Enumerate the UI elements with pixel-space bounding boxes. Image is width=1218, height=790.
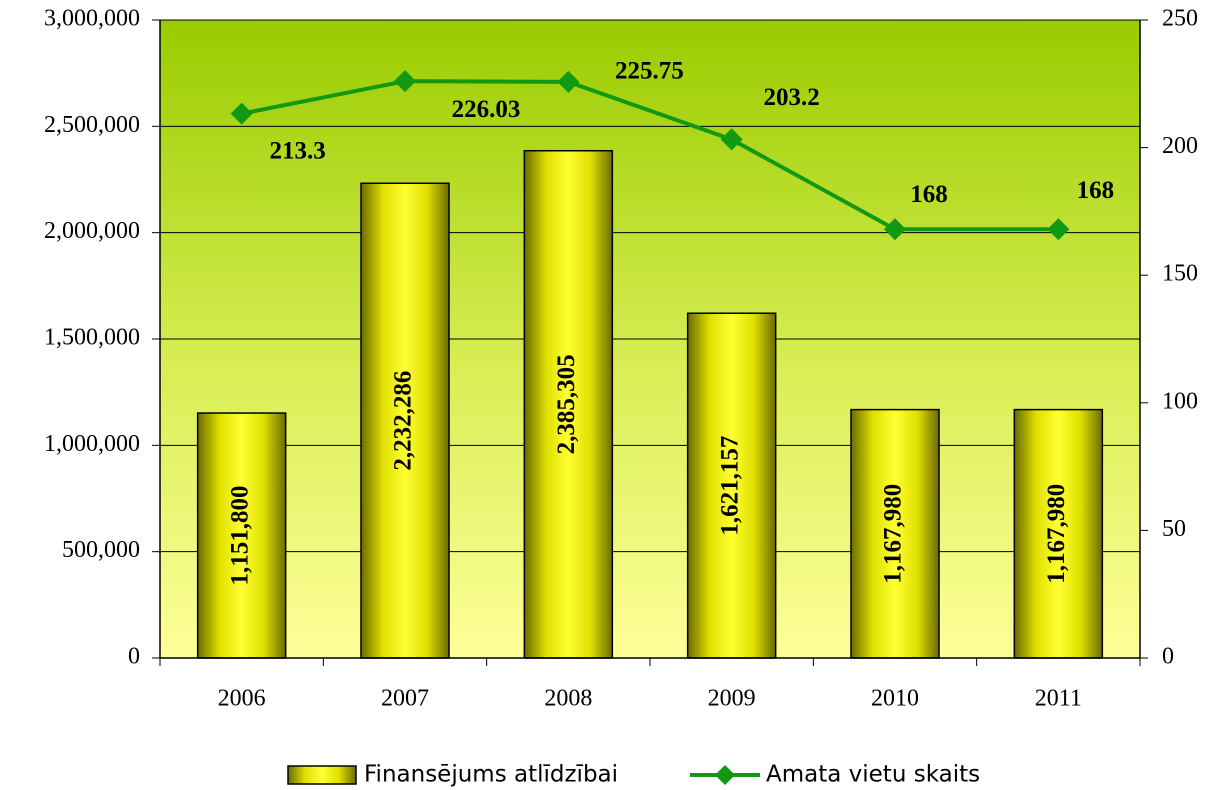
y2-tick-label: 250	[1162, 6, 1198, 32]
x-tick-label: 2011	[1035, 686, 1082, 712]
y-tick-label: 2,500,000	[44, 112, 140, 138]
bar	[523, 149, 614, 659]
line-marker	[230, 102, 253, 125]
y2-tick-label: 0	[1162, 644, 1174, 670]
x-tick-label: 2008	[544, 686, 592, 712]
y2-tick-label: 100	[1162, 388, 1198, 414]
x-tick-label: 2006	[218, 686, 266, 712]
y-tick-label: 500,000	[62, 537, 140, 563]
legend-label: Amata vietu skaits	[766, 762, 980, 788]
bar	[1013, 408, 1104, 659]
y2-tick-label: 200	[1162, 133, 1198, 159]
x-tick-label: 2010	[871, 686, 919, 712]
y-tick-label: 2,000,000	[44, 218, 140, 244]
legend-swatch	[287, 765, 357, 785]
line-value-label: 168	[910, 181, 948, 208]
line	[241, 79, 1059, 232]
y2-tick-label: 50	[1162, 516, 1186, 542]
bar-value-label: 1,621,157	[716, 436, 743, 536]
x-tick-label: 2007	[381, 686, 429, 712]
line-value-label: 168	[1077, 177, 1115, 204]
bar	[850, 408, 940, 659]
bar	[686, 312, 777, 659]
line-value-label: 213.3	[270, 137, 326, 164]
y-tick-label: 3,000,000	[44, 6, 140, 32]
line-marker	[394, 70, 416, 93]
line-marker	[720, 128, 743, 151]
line-marker	[884, 218, 906, 241]
bar-value-label: 1,167,980	[1043, 484, 1070, 584]
x-tick-label: 2009	[708, 686, 756, 712]
legend-marker	[715, 765, 735, 785]
bar-value-label: 2,232,286	[390, 371, 417, 471]
line-value-label: 203.2	[764, 84, 820, 111]
bar-value-label: 1,151,800	[226, 486, 253, 586]
y2-tick-label: 150	[1162, 261, 1198, 287]
legend-label: Finansējums atlīdzībai	[364, 762, 618, 788]
line-marker	[1047, 218, 1070, 241]
y-tick-label: 1,500,000	[44, 325, 140, 351]
y-tick-label: 0	[128, 644, 140, 670]
bar-value-label: 1,167,980	[880, 484, 907, 584]
y-tick-label: 1,000,000	[44, 431, 140, 457]
line-value-label: 226.03	[452, 96, 521, 123]
bar-value-label: 2,385,305	[553, 354, 580, 454]
line-value-label: 225.75	[615, 58, 684, 85]
line-marker	[557, 70, 580, 93]
